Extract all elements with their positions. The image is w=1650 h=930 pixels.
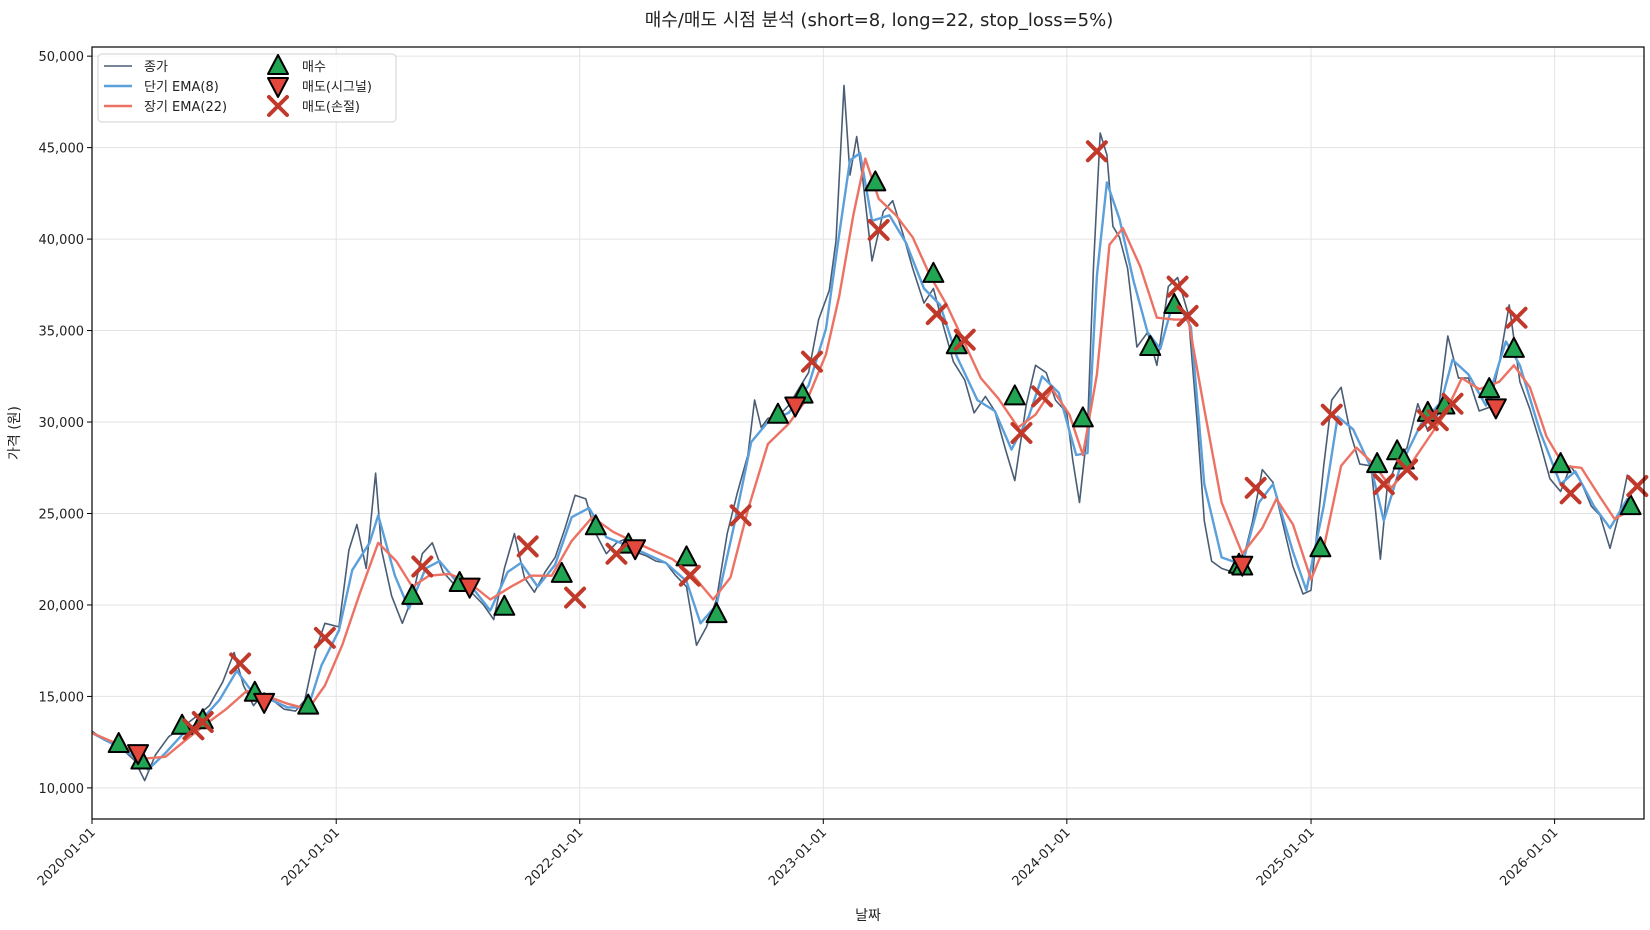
x-tick-label: 2022-01-01	[523, 825, 587, 889]
sell-signal-marker	[253, 692, 276, 714]
x-tick-label: 2021-01-01	[279, 825, 343, 889]
plot-frame	[91, 46, 1645, 820]
sell-stop-marker	[229, 652, 252, 675]
legend-box	[97, 53, 397, 123]
buy-marker	[1502, 336, 1525, 358]
x-tick-label: 2023-01-01	[766, 825, 830, 889]
buy-marker	[493, 594, 516, 616]
buy-marker	[1549, 452, 1572, 474]
sell-stop-marker	[1166, 275, 1189, 298]
buy-marker	[1478, 377, 1501, 399]
sell-stop-marker	[1320, 403, 1343, 426]
series-layer	[92, 84, 1629, 782]
sell-stop-marker	[1559, 482, 1582, 505]
y-tick-label: 50,000	[39, 50, 85, 65]
sell-stop-marker	[1176, 304, 1199, 327]
y-axis-label: 가격 (원)	[7, 406, 23, 460]
x-axis-ticks: 2020-01-01 2021-01-01 2022-01-01 2023-01-01…	[35, 819, 1561, 889]
sell-signal-marker	[1484, 398, 1507, 420]
legend-label-ema_long: 장기 EMA(22)	[144, 100, 227, 115]
legend-label-sell_stop: 매도(손절)	[302, 100, 360, 115]
buy-marker	[401, 583, 424, 605]
sell-stop-marker	[411, 555, 434, 578]
x-tick-label: 2025-01-01	[1254, 825, 1318, 889]
sell-stop-marker	[1372, 473, 1395, 496]
x-axis-label: 날짜	[855, 908, 881, 924]
sell-signal-marker	[624, 539, 647, 561]
sell-stop-marker	[313, 626, 336, 649]
sell-stop-marker	[191, 711, 214, 734]
sell-stop-marker	[867, 218, 890, 241]
y-tick-label: 15,000	[39, 690, 85, 705]
legend-swatch-sell-stop	[267, 95, 289, 117]
buy-marker	[1619, 494, 1642, 516]
buy-marker	[922, 261, 945, 283]
sell-signal-marker	[1231, 555, 1254, 577]
sell-stop-marker	[605, 542, 628, 565]
sell-stop-marker	[729, 504, 752, 527]
buy-marker	[864, 170, 887, 192]
sell-stop-marker	[800, 350, 823, 373]
y-tick-label: 30,000	[39, 416, 85, 431]
y-tick-label: 25,000	[39, 507, 85, 522]
legend-label-close: 종가	[144, 60, 168, 75]
sell-stop-marker	[1626, 475, 1649, 498]
buy-marker	[675, 545, 698, 567]
sell-stop-marker	[1396, 458, 1419, 481]
buy-marker	[584, 514, 607, 536]
sell-stop-marker	[564, 586, 587, 609]
buy-marker	[297, 693, 320, 715]
buy-marker	[550, 561, 573, 583]
buy-marker	[1071, 406, 1094, 428]
y-tick-label: 10,000	[39, 782, 85, 797]
sell-stop-marker	[516, 535, 539, 558]
buy-marker	[1003, 384, 1026, 406]
sell-signal-marker	[127, 744, 150, 766]
buy-marker	[766, 402, 789, 424]
buy-marker	[1139, 335, 1162, 357]
legend-label-sell_signal: 매도(시그널)	[302, 80, 372, 95]
sell-stop-marker	[1441, 392, 1464, 415]
sell-stop-marker	[1031, 385, 1054, 408]
sell-stop-marker	[1010, 422, 1033, 444]
sell-stop-marker	[1085, 140, 1108, 163]
y-axis-ticks: 10,000 15,000 20,000 25,000 30,000 35,000 40,0…	[39, 50, 92, 797]
x-tick-label: 2024-01-01	[1010, 825, 1074, 889]
sell-signal-marker	[458, 577, 481, 599]
chart-title: 매수/매도 시점 분석 (short=8, long=22, stop_loss…	[645, 10, 1114, 31]
sell-stop-marker	[953, 328, 976, 351]
legend-label-buy: 매수	[302, 60, 326, 75]
sell-stop-marker	[1505, 306, 1528, 329]
grid	[91, 47, 1644, 819]
y-tick-label: 45,000	[39, 142, 85, 157]
sell-stop-marker	[1244, 476, 1267, 499]
y-tick-label: 35,000	[39, 325, 85, 340]
buy-marker	[705, 602, 728, 624]
buy-marker	[1366, 452, 1389, 474]
y-tick-label: 20,000	[39, 599, 85, 614]
buy-marker	[1309, 536, 1332, 558]
x-tick-label: 2020-01-01	[35, 825, 99, 889]
legend-swatch-sell-signal	[267, 77, 289, 98]
sell-stop-marker	[925, 303, 948, 326]
sell-stop-marker	[678, 564, 701, 587]
trade-markers	[107, 140, 1649, 770]
sell-signal-marker	[784, 396, 807, 418]
x-tick-label: 2026-01-01	[1497, 825, 1561, 889]
legend-swatch-buy	[267, 54, 289, 75]
legend-label-ema_short: 단기 EMA(8)	[144, 80, 219, 95]
buy-marker	[107, 731, 130, 753]
y-tick-label: 40,000	[39, 233, 85, 248]
